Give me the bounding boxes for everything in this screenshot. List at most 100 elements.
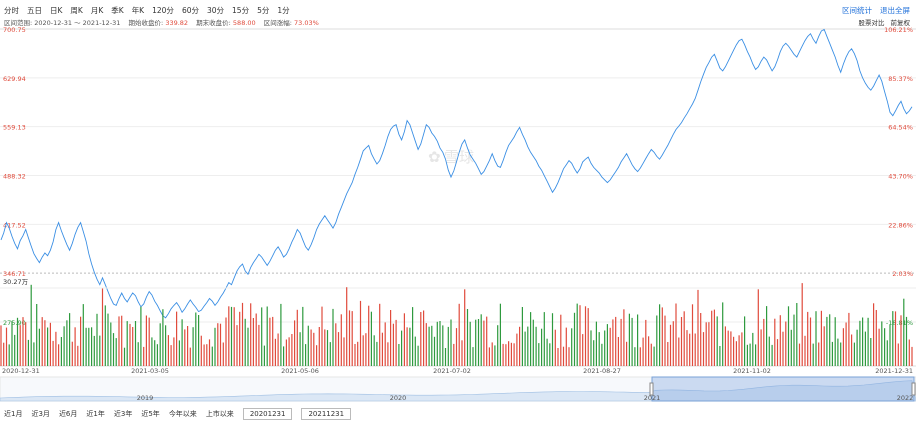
volume-bar: [184, 329, 186, 366]
volume-bar: [486, 316, 488, 366]
volume-bar: [63, 326, 65, 366]
adjust-button[interactable]: 前复权: [890, 19, 911, 27]
period-tab-7[interactable]: 120分: [152, 6, 174, 15]
volume-bar: [815, 311, 817, 366]
volume-bar: [214, 327, 216, 366]
compare-button[interactable]: 股票对比: [858, 19, 885, 27]
period-tab-5[interactable]: 季K: [111, 6, 124, 15]
volume-bar: [573, 312, 576, 366]
volume-bar: [368, 305, 370, 366]
quick-range-0[interactable]: 近1月: [4, 410, 23, 418]
volume-bar: [683, 311, 685, 366]
volume-bar: [488, 347, 490, 366]
quick-range-bar: 近1月 近3月 近6月 近1年 近3年 近5年 今年以来 上市以来 20201231 2021…: [4, 408, 352, 420]
quick-range-4[interactable]: 近3年: [113, 410, 133, 418]
volume-bar: [217, 323, 219, 366]
volume-bar: [99, 335, 101, 366]
volume-bar: [420, 312, 422, 366]
price-grid: [0, 28, 916, 323]
volume-bar: [313, 332, 315, 366]
volume-bar: [793, 314, 795, 366]
volume-bar: [431, 325, 433, 366]
date-tick-2: 2021-05-06: [281, 367, 319, 375]
volume-bar: [694, 333, 696, 366]
period-tab-3[interactable]: 周K: [70, 6, 83, 15]
volume-bar: [299, 332, 301, 366]
period-tab-1[interactable]: 五日: [27, 6, 42, 15]
volume-bar: [867, 317, 869, 366]
date-from-input[interactable]: 20201231: [242, 408, 293, 420]
volume-bar: [387, 342, 389, 366]
volume-bar: [741, 332, 743, 366]
volume-bar: [889, 324, 891, 366]
volume-bar: [326, 330, 329, 366]
period-tab-6[interactable]: 年K: [131, 6, 145, 15]
volume-bar: [458, 303, 460, 366]
volume-bar: [557, 348, 559, 366]
volume-bar: [436, 321, 438, 366]
exit-fullscreen-link[interactable]: 退出全屏: [880, 6, 910, 15]
period-tab-4[interactable]: 月K: [90, 6, 104, 15]
date-tick-1: 2021-03-05: [131, 367, 169, 375]
range-label: 区间范围: 2020-12-31 ～ 2021-12-31: [4, 19, 121, 27]
period-tab-9[interactable]: 30分: [206, 6, 225, 15]
volume-bar: [269, 317, 271, 366]
volume-bar: [746, 344, 748, 366]
navigator-left-handle[interactable]: [649, 382, 654, 396]
range-stats-link[interactable]: 区间统计: [842, 6, 872, 15]
volume-bar: [612, 319, 614, 366]
volume-bar: [165, 325, 167, 366]
quick-range-2[interactable]: 近6月: [58, 410, 78, 418]
volume-bar: [587, 308, 589, 366]
kline-chart[interactable]: 雪球 ✿ 700.75 629.94 559.13 488.32 417.52 346.7…: [0, 0, 916, 405]
volume-bar: [91, 327, 93, 366]
period-tab-11[interactable]: 5分: [257, 6, 270, 15]
left-tick-2: 559.13: [3, 124, 26, 132]
volume-bar: [137, 342, 139, 366]
volume-bar: [908, 339, 910, 366]
date-tick-4: 2021-08-27: [583, 367, 621, 375]
volume-bar: [173, 337, 175, 366]
quick-range-3[interactable]: 近1年: [86, 410, 105, 418]
quick-range-1[interactable]: 近3月: [31, 410, 50, 418]
volume-bar: [626, 341, 628, 366]
period-tab-2[interactable]: 日K: [50, 6, 63, 15]
price-line: [0, 28, 913, 319]
volume-bar: [491, 342, 493, 366]
volume-bar: [524, 331, 526, 366]
quick-range-6[interactable]: 今年以来: [168, 410, 197, 418]
volume-bar: [659, 304, 661, 366]
volume-bar: [653, 346, 655, 366]
quick-range-5[interactable]: 近5年: [141, 410, 160, 418]
volume-bar: [203, 344, 205, 366]
volume-bar: [5, 327, 8, 366]
volume-bar: [316, 345, 318, 366]
volume-bar: [466, 309, 469, 366]
volume-bar: [812, 343, 814, 366]
volume-bar: [285, 339, 287, 366]
volume-bar: [412, 307, 414, 366]
volume-bar: [211, 346, 213, 366]
period-tab-12[interactable]: 1分: [277, 6, 290, 15]
volume-bar: [261, 307, 263, 366]
navigator-year-2: 2021: [644, 394, 661, 402]
volume-bar: [790, 329, 792, 366]
date-to-input[interactable]: 20211231: [301, 408, 352, 420]
date-tick-6: 2021-12-31: [875, 367, 913, 375]
volume-bar: [760, 329, 762, 366]
volume-bar: [809, 317, 812, 366]
period-tab-8[interactable]: 60分: [181, 6, 199, 15]
navigator-right-handle[interactable]: [911, 382, 916, 396]
quick-range-7[interactable]: 上市以来: [205, 410, 234, 418]
period-tab-0[interactable]: 分时: [4, 6, 19, 15]
volume-bar: [705, 322, 707, 366]
period-tab-10[interactable]: 15分: [232, 6, 250, 15]
volume-bar: [93, 335, 95, 366]
volume-bar: [283, 346, 285, 366]
watermark-icon: ✿: [428, 148, 441, 166]
volume-bar: [38, 328, 40, 366]
volume-bar: [414, 336, 416, 366]
navigator-selection[interactable]: [651, 376, 915, 402]
volume-bar: [639, 347, 641, 366]
volume-bar: [329, 342, 331, 366]
